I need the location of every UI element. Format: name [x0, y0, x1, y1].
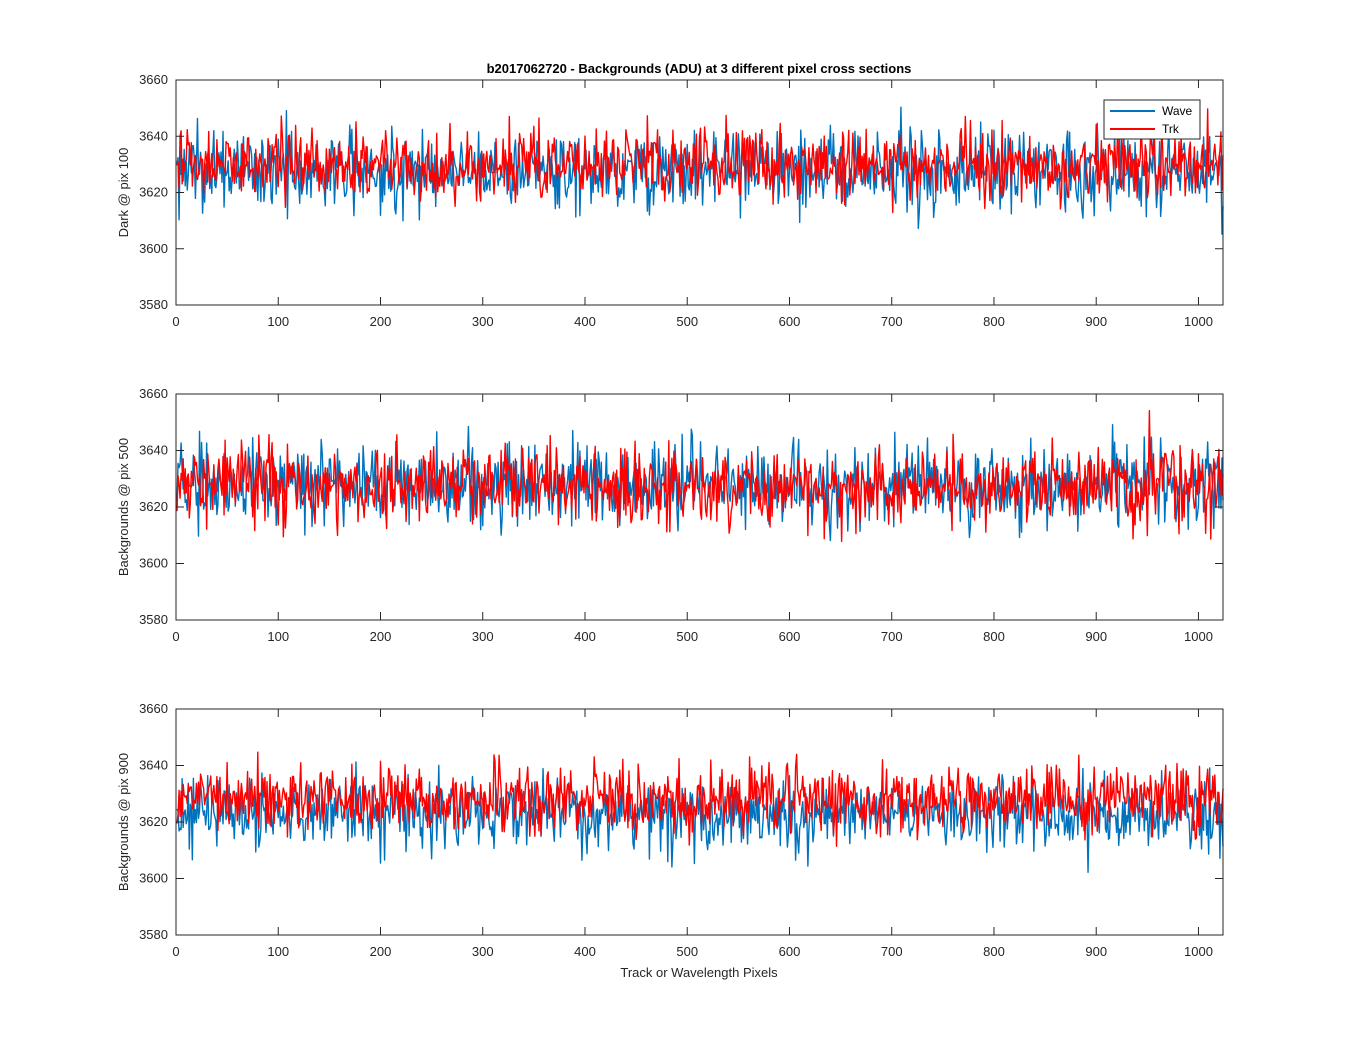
ticks: 0 100 200 300 400 500 600 700 800 900 1000 3580 3600…: [139, 701, 1223, 959]
legend: Wave Trk: [1103, 99, 1201, 140]
x-tick-label: 400: [574, 944, 596, 959]
x-tick-label: 900: [1085, 314, 1107, 329]
x-tick-label: 0: [172, 629, 179, 644]
x-axis-label: Track or Wavelength Pixels: [620, 965, 778, 980]
ticks: 0 100 200 300 400 500 600 700 800 900 1000 3580 3600…: [139, 72, 1223, 329]
y-tick-label: 3580: [139, 297, 168, 312]
x-tick-label: 900: [1085, 629, 1107, 644]
y-tick-label: 3660: [139, 386, 168, 401]
legend-label-wave: Wave: [1162, 104, 1193, 118]
series-layer: [176, 106, 1224, 235]
y-tick-label: 3580: [139, 927, 168, 942]
subplot-dark-pix-100: 0 100 200 300 400 500 600 700 800 900 1000 3580 3600…: [116, 72, 1224, 329]
x-tick-label: 400: [574, 629, 596, 644]
x-tick-label: 300: [472, 629, 494, 644]
legend-box: [1103, 99, 1201, 140]
x-tick-label: 400: [574, 314, 596, 329]
x-tick-label: 200: [370, 314, 392, 329]
y-tick-label: 3660: [139, 701, 168, 716]
x-tick-label: 1000: [1184, 314, 1213, 329]
x-tick-label: 200: [370, 629, 392, 644]
x-tick-label: 300: [472, 944, 494, 959]
y-axis-label: Backgrounds @ pix 900: [116, 753, 131, 891]
x-tick-label: 700: [881, 629, 903, 644]
y-tick-label: 3660: [139, 72, 168, 87]
y-tick-label: 3580: [139, 612, 168, 627]
x-tick-label: 500: [676, 314, 698, 329]
x-tick-label: 900: [1085, 944, 1107, 959]
plot-area: [176, 394, 1223, 620]
x-tick-label: 600: [779, 314, 801, 329]
x-tick-label: 700: [881, 314, 903, 329]
y-tick-label: 3620: [139, 499, 168, 514]
x-tick-label: 0: [172, 944, 179, 959]
y-tick-label: 3600: [139, 871, 168, 886]
x-tick-label: 100: [267, 629, 289, 644]
subplot-backgrounds-pix-500: 0 100 200 300 400 500 600 700 800 900 1000 3580 3600…: [116, 386, 1224, 644]
x-tick-label: 100: [267, 314, 289, 329]
series-layer: [176, 409, 1224, 543]
series-line-trk: [176, 751, 1224, 847]
chart-title: b2017062720 - Backgrounds (ADU) at 3 dif…: [487, 61, 912, 76]
y-tick-label: 3620: [139, 814, 168, 829]
legend-label-trk: Trk: [1162, 122, 1180, 136]
plot-area: [176, 80, 1223, 305]
series-line-trk: [176, 409, 1224, 543]
series-line-trk: [176, 108, 1224, 214]
y-tick-label: 3600: [139, 556, 168, 571]
x-tick-label: 300: [472, 314, 494, 329]
y-tick-label: 3640: [139, 128, 168, 143]
x-tick-label: 500: [676, 944, 698, 959]
x-tick-label: 100: [267, 944, 289, 959]
y-tick-label: 3600: [139, 241, 168, 256]
series-line-wave: [176, 106, 1224, 235]
y-axis-label: Backgrounds @ pix 500: [116, 438, 131, 576]
x-tick-label: 1000: [1184, 629, 1213, 644]
x-tick-label: 500: [676, 629, 698, 644]
x-tick-label: 200: [370, 944, 392, 959]
x-tick-label: 800: [983, 944, 1005, 959]
x-tick-label: 1000: [1184, 944, 1213, 959]
y-tick-label: 3640: [139, 443, 168, 458]
y-axis-label: Dark @ pix 100: [116, 148, 131, 238]
y-tick-label: 3620: [139, 185, 168, 200]
x-tick-label: 800: [983, 314, 1005, 329]
x-tick-label: 600: [779, 944, 801, 959]
x-tick-label: 0: [172, 314, 179, 329]
x-tick-label: 800: [983, 629, 1005, 644]
ticks: 0 100 200 300 400 500 600 700 800 900 1000 3580 3600…: [139, 386, 1223, 644]
series-layer: [176, 751, 1224, 873]
subplot-backgrounds-pix-900: 0 100 200 300 400 500 600 700 800 900 1000 3580 3600…: [116, 701, 1224, 959]
x-tick-label: 600: [779, 629, 801, 644]
x-tick-label: 700: [881, 944, 903, 959]
y-tick-label: 3640: [139, 758, 168, 773]
